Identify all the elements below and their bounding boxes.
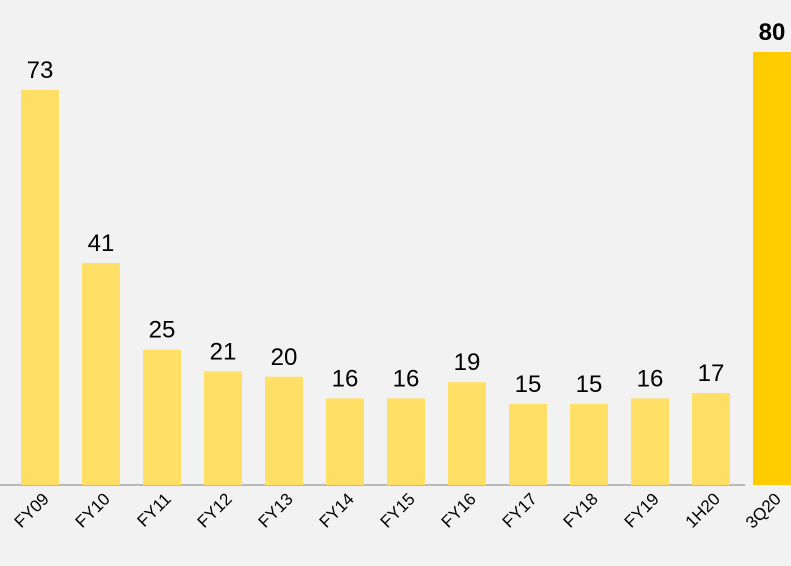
bar [570,403,608,485]
bar [509,403,547,485]
value-label: 16 [332,365,359,392]
value-label: 25 [149,317,176,344]
bar [82,263,120,485]
value-label: 16 [393,365,420,392]
value-label: 41 [88,230,115,257]
value-label: 20 [271,344,298,371]
value-label: 17 [698,360,725,387]
value-label: 21 [210,338,237,365]
bar [631,398,669,485]
value-label: 16 [637,365,664,392]
value-label: 73 [27,57,54,84]
bar [387,398,425,485]
bar [448,382,486,485]
bar [21,89,59,485]
bar [204,371,242,485]
bar [143,349,181,485]
bar [265,376,303,485]
value-label: 19 [454,349,481,376]
bar [692,392,730,485]
value-label: 15 [576,371,603,398]
value-label: 80 [759,19,786,46]
bar [326,398,364,485]
bar [753,52,791,485]
value-label: 15 [515,371,542,398]
